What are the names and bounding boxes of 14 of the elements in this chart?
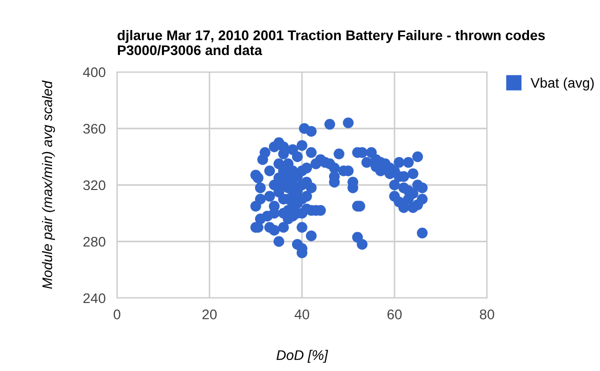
y-tick-label: 240 xyxy=(83,293,106,304)
y-tick-label: 400 xyxy=(83,67,106,78)
legend-label: Vbat (avg) xyxy=(530,78,594,91)
chart-title: djlarue Mar 17, 2010 2001 Traction Battery Failure - thrown codes P3000/P3006 and data xyxy=(118,30,545,56)
x-tick-label: 80 xyxy=(480,309,494,320)
x-tick-label: 0 xyxy=(114,309,120,320)
x-axis-title: DoD [%] xyxy=(276,350,328,363)
x-tick-label: 60 xyxy=(387,309,402,320)
y-axis-title: Module pair (max/min) avg scaled xyxy=(42,80,55,289)
y-tick-label: 280 xyxy=(83,236,106,247)
x-tick-label: 40 xyxy=(294,309,310,320)
y-tick-label: 320 xyxy=(83,180,106,190)
y-tick-label: 360 xyxy=(83,124,106,134)
x-tick-label: 20 xyxy=(202,309,217,320)
